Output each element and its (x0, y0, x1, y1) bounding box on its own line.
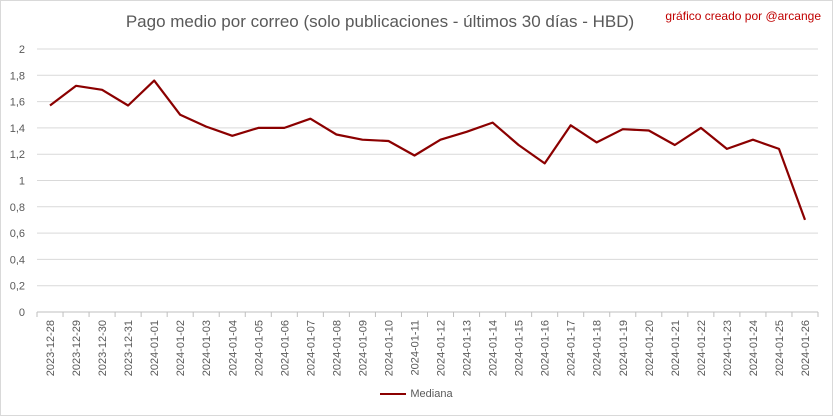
x-tick-label: 2024-01-20 (644, 320, 656, 376)
y-tick-label: 1,4 (10, 123, 25, 135)
x-tick-label: 2024-01-25 (774, 320, 786, 376)
x-tick-label: 2024-01-13 (462, 320, 474, 376)
x-tick-label: 2024-01-02 (175, 320, 187, 376)
y-tick-label: 0,8 (10, 202, 25, 214)
y-tick-label: 1,8 (10, 70, 25, 82)
x-tick-label: 2024-01-14 (488, 320, 500, 376)
x-tick-label: 2024-01-24 (748, 320, 760, 376)
x-tick-label: 2024-01-19 (618, 320, 630, 376)
x-tick-label: 2024-01-12 (436, 320, 448, 376)
x-tick-label: 2024-01-18 (592, 320, 604, 376)
y-tick-label: 1 (19, 176, 25, 188)
legend-swatch (380, 393, 407, 396)
x-tick-label: 2024-01-03 (201, 320, 213, 376)
legend-label: Mediana (410, 388, 453, 400)
x-tick-label: 2024-01-06 (279, 320, 291, 376)
y-tick-label: 1,2 (10, 149, 25, 161)
x-tick-label: 2024-01-08 (331, 320, 343, 376)
x-tick-label: 2023-12-31 (123, 320, 135, 376)
y-tick-label: 0,2 (10, 281, 25, 293)
grid-lines (37, 48, 818, 313)
y-tick-label: 0 (19, 307, 25, 319)
legend: Mediana (0, 388, 833, 400)
chart-credit: gráfico creado por @arcange (665, 9, 821, 23)
x-tick-label: 2024-01-23 (722, 320, 734, 376)
x-tick-label: 2024-01-09 (357, 320, 369, 376)
x-tick-label: 2023-12-28 (45, 320, 57, 376)
series-layer (49, 79, 807, 221)
x-tick-label: 2024-01-07 (305, 320, 317, 376)
x-tick-label: 2024-01-26 (800, 320, 812, 376)
x-tick-label: 2024-01-17 (566, 320, 578, 376)
x-tick-label: 2024-01-16 (540, 320, 552, 376)
y-axis: 0 0,2 0,4 0,6 0,8 1 1,2 1,4 1,6 1,8 2 (10, 44, 25, 319)
chart-title: Pago medio por correo (solo publicacione… (125, 12, 635, 31)
x-tick-label: 2024-01-01 (149, 320, 161, 376)
y-tick-label: 0,4 (10, 254, 25, 266)
x-tick-label: 2024-01-05 (253, 320, 265, 376)
x-tick-label: 2024-01-15 (514, 320, 526, 376)
x-tick-label: 2024-01-21 (670, 320, 682, 376)
y-tick-label: 2 (19, 44, 25, 56)
x-tick-label: 2023-12-29 (71, 320, 83, 376)
x-tick-label: 2024-01-11 (409, 320, 421, 375)
y-tick-label: 1,6 (10, 97, 25, 109)
y-tick-label: 0,6 (10, 228, 25, 240)
x-tick-label: 2024-01-10 (383, 320, 395, 376)
series-line-mediana (49, 79, 807, 221)
x-tick-label: 2023-12-30 (97, 320, 109, 376)
x-tick-label: 2024-01-04 (227, 320, 239, 376)
x-tick-label: 2024-01-22 (696, 320, 708, 376)
x-axis: 2023-12-28 2023-12-29 2023-12-30 2023-12-31… (36, 312, 819, 376)
